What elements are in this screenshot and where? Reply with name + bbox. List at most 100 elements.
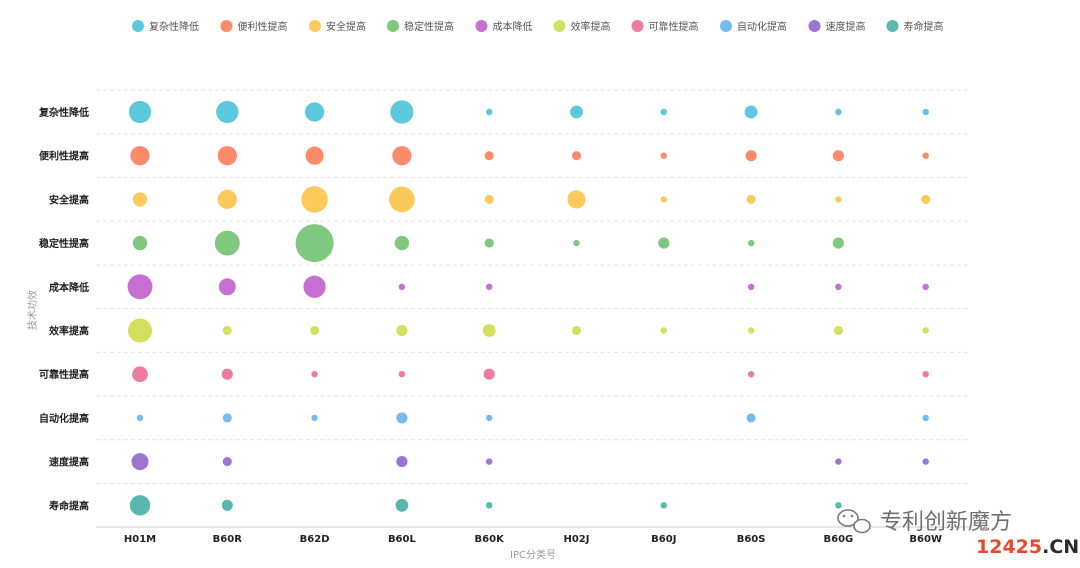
bubble <box>747 327 755 334</box>
y-tick-label: 稳定性提高 <box>39 237 89 250</box>
bubble-plot-area <box>127 100 931 516</box>
chart-legend[interactable]: 复杂性降低 便利性提高 安全提高 稳定性提高 成本降低 效率提高 可靠性提高 自动化提高 速度提… <box>132 20 944 33</box>
bubble <box>222 413 232 423</box>
bubble <box>396 324 408 337</box>
bubble <box>484 151 494 161</box>
bubble <box>304 102 325 122</box>
bubble <box>833 325 843 336</box>
bubble <box>216 100 239 124</box>
legend-item[interactable]: 速度提高 <box>808 20 866 33</box>
watermark-brand: 专利创新魔方 <box>880 510 1012 535</box>
bubble <box>390 100 414 124</box>
bubble <box>218 278 236 296</box>
bubble <box>922 283 929 291</box>
x-tick-label: B60S <box>737 534 766 545</box>
legend-label: 寿命提高 <box>904 20 944 33</box>
bubble <box>571 151 582 161</box>
y-tick-label: 便利性提高 <box>39 150 89 163</box>
bubble <box>921 194 931 204</box>
legend-item[interactable]: 效率提高 <box>553 20 611 33</box>
legend-item[interactable]: 寿命提高 <box>886 20 944 33</box>
bubble <box>922 152 929 159</box>
legend-marker <box>631 20 644 32</box>
bubble <box>217 189 237 210</box>
legend-item[interactable]: 便利性提高 <box>220 20 288 33</box>
bubble <box>392 146 412 166</box>
x-tick-label: B60J <box>651 534 676 545</box>
y-tick-label: 寿命提高 <box>49 499 89 512</box>
bubble <box>832 237 844 249</box>
legend-label: 速度提高 <box>826 20 866 33</box>
bubble <box>221 499 233 511</box>
y-tick-label: 复杂性降低 <box>38 106 89 119</box>
legend-marker <box>309 20 321 32</box>
y-tick-label: 可靠性提高 <box>39 368 89 381</box>
bubble <box>922 327 929 334</box>
x-tick-label: B60G <box>824 534 854 545</box>
y-tick-label: 速度提高 <box>49 456 89 469</box>
bubble <box>832 150 844 162</box>
bubble <box>130 146 150 166</box>
bubble <box>132 366 148 383</box>
bubble <box>222 325 232 336</box>
x-tick-label: B60R <box>213 534 243 545</box>
legend-marker <box>553 20 566 32</box>
bubble <box>484 238 494 248</box>
bubble <box>127 274 153 300</box>
bubble <box>128 100 152 124</box>
legend-marker <box>220 20 233 32</box>
bubble <box>482 324 496 337</box>
x-tick-label: H01M <box>124 534 156 545</box>
legend-marker <box>886 20 899 32</box>
bubble <box>660 196 668 203</box>
bubble <box>835 458 842 465</box>
bubble <box>305 146 324 165</box>
legend-item[interactable]: 自动化提高 <box>720 20 787 33</box>
watermark-site-suffix: .CN <box>1042 536 1079 558</box>
bubble <box>131 453 149 471</box>
legend-item[interactable]: 可靠性提高 <box>631 20 699 33</box>
bubble <box>311 370 318 378</box>
bubble <box>222 457 232 467</box>
legend-label: 便利性提高 <box>238 20 288 33</box>
bubble <box>922 414 929 422</box>
bubble <box>484 194 494 204</box>
grid-lines <box>96 89 970 484</box>
bubble <box>485 458 493 465</box>
bubble <box>746 413 756 423</box>
bubble <box>571 325 582 336</box>
bubble <box>396 456 408 468</box>
bubble <box>745 150 757 162</box>
watermark-site: 12425.CN <box>976 536 1079 558</box>
bubble <box>747 239 755 247</box>
bubble <box>660 327 668 334</box>
x-tick-label: B62D <box>300 534 330 545</box>
bubble <box>311 414 318 422</box>
bubble <box>922 108 929 116</box>
bubble <box>394 235 410 251</box>
legend-label: 复杂性降低 <box>149 20 199 33</box>
x-tick-label: B60W <box>909 534 942 545</box>
x-tick-label: B60L <box>388 534 417 545</box>
bubble <box>567 190 586 209</box>
legend-item[interactable]: 成本降低 <box>475 20 533 33</box>
bubble <box>485 108 493 116</box>
legend-item[interactable]: 复杂性降低 <box>132 20 199 33</box>
legend-label: 效率提高 <box>571 20 611 33</box>
bubble <box>485 414 493 422</box>
bubble <box>835 196 842 203</box>
legend-item[interactable]: 稳定性提高 <box>387 20 454 33</box>
bubble <box>398 370 406 378</box>
legend-item[interactable]: 安全提高 <box>309 20 366 33</box>
bubble <box>395 498 409 512</box>
legend-label: 可靠性提高 <box>649 20 699 33</box>
y-tick-label: 成本降低 <box>49 281 89 294</box>
bubble <box>132 235 148 251</box>
bubble <box>744 105 758 119</box>
y-tick-label: 安全提高 <box>49 193 89 206</box>
bubble <box>658 237 670 249</box>
legend-marker <box>720 20 732 32</box>
bubble <box>747 370 755 378</box>
bubble <box>835 108 842 116</box>
